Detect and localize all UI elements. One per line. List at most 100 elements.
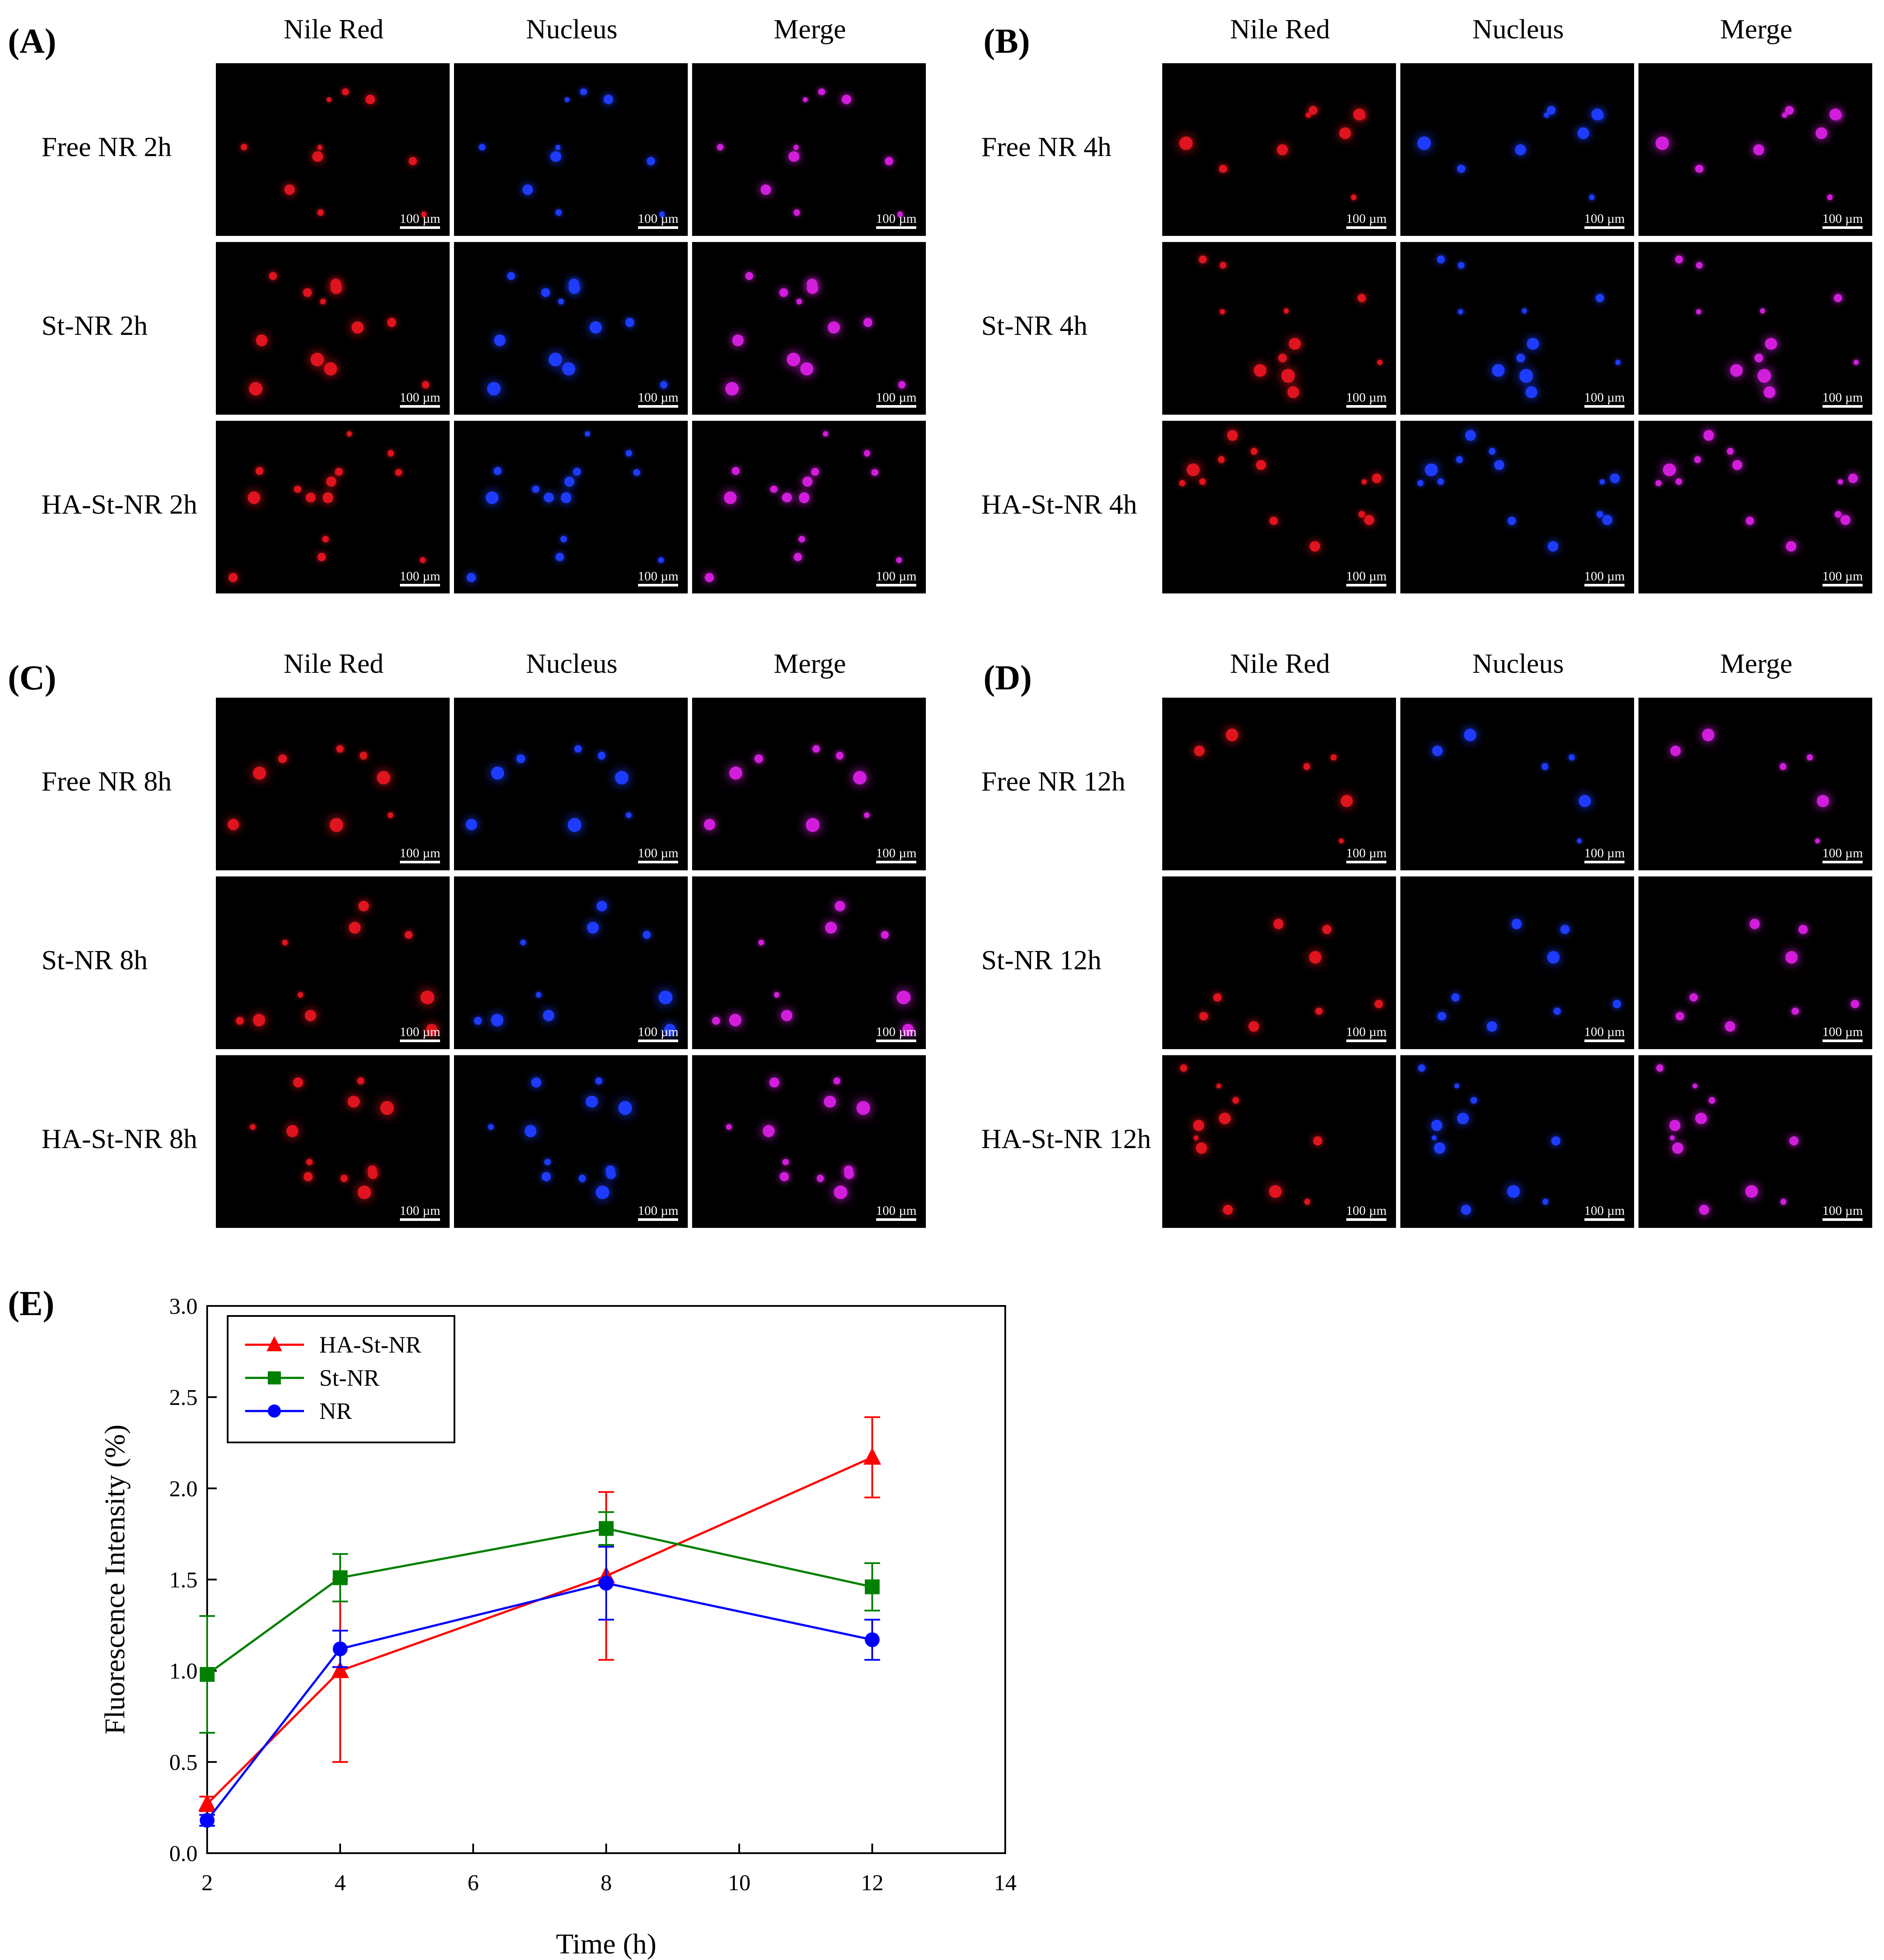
cell-spot <box>1437 1012 1446 1021</box>
scale-bar: 100 µm <box>874 391 919 410</box>
cell-spot <box>422 381 430 389</box>
micrograph-image: 100 µm <box>1162 421 1396 593</box>
triangle-marker <box>198 1794 216 1811</box>
circle-marker <box>200 1813 215 1828</box>
scale-bar-line <box>400 584 440 586</box>
micrograph-image: 100 µm <box>1638 63 1872 236</box>
cell-spot <box>256 467 263 475</box>
cell-spot <box>494 467 502 475</box>
series-line <box>206 1582 873 1821</box>
cell-spot <box>793 553 802 562</box>
column-heading: Nucleus <box>526 648 618 679</box>
cell-spot <box>306 1159 313 1166</box>
cell-spot <box>1273 919 1284 929</box>
scale-bar-line <box>1823 584 1863 586</box>
scale-bar-label: 100 µm <box>1584 1203 1625 1218</box>
cell-spot <box>286 1125 299 1137</box>
micrograph-image: 100 µm <box>454 698 688 870</box>
y-tick-label: 2.0 <box>169 1476 198 1501</box>
micrograph-image: 100 µm <box>692 63 926 236</box>
cell-spot <box>326 97 331 102</box>
cell-spot <box>796 299 802 304</box>
cell-spot <box>732 467 740 475</box>
row-label: Free NR 8h <box>41 766 172 797</box>
cell-spot <box>567 818 582 832</box>
cell-spot <box>782 1159 789 1166</box>
cell-spot <box>1269 1185 1282 1198</box>
cell-spot <box>833 1077 841 1085</box>
column-heading: Nile Red <box>283 648 384 679</box>
cell-spot <box>1287 386 1300 399</box>
micrograph-image: 100 µm <box>216 876 450 1049</box>
cell-spot <box>1283 308 1289 314</box>
x-tick-label: 10 <box>728 1871 751 1895</box>
cell-spot <box>1187 463 1200 477</box>
cell-spot <box>844 1169 854 1179</box>
cell-spot <box>491 1014 504 1026</box>
series-line <box>206 1527 873 1676</box>
cell-spot <box>1219 309 1225 314</box>
row-label: Free NR 4h <box>981 131 1112 162</box>
cell-spot <box>1602 515 1612 525</box>
micrograph-image: 100 µm <box>692 242 926 415</box>
cell-spot <box>664 1024 676 1036</box>
cell-spot <box>626 812 632 818</box>
cell-spot <box>1542 1199 1548 1205</box>
cell-spot <box>1437 478 1444 485</box>
cell-spot <box>1589 194 1595 201</box>
cell-spot <box>507 272 515 280</box>
cell-spot <box>1451 993 1460 1002</box>
square-marker <box>333 1570 348 1585</box>
cell-spot <box>1309 541 1321 552</box>
cell-spot <box>387 318 396 327</box>
cell-spot <box>1461 1204 1471 1215</box>
cell-spot <box>745 272 753 280</box>
scale-bar: 100 µm <box>635 391 681 410</box>
cell-spot <box>1663 463 1676 477</box>
cell-spot <box>805 818 820 832</box>
scale-bar-line <box>638 226 678 229</box>
cell-spot <box>1433 1142 1446 1154</box>
cell-spot <box>788 151 799 162</box>
cell-spot <box>1341 794 1353 807</box>
cell-spot <box>543 492 554 503</box>
cell-spot <box>1218 456 1225 463</box>
scale-bar-label: 100 µm <box>399 846 440 860</box>
scale-bar: 100 µm <box>635 570 681 589</box>
cell-spot <box>1507 1185 1520 1198</box>
cell-spot <box>1782 112 1788 118</box>
cell-spot <box>1656 1064 1664 1072</box>
scale-bar-label: 100 µm <box>1346 1025 1387 1039</box>
cell-spot <box>531 1077 542 1088</box>
cell-spot <box>1785 106 1794 115</box>
cell-spot <box>248 491 261 504</box>
cell-spot <box>1670 1135 1675 1140</box>
column-heading: Merge <box>774 14 846 44</box>
scale-bar-line <box>400 1040 440 1042</box>
cell-spot <box>1309 951 1322 964</box>
cell-spot <box>1789 1136 1799 1146</box>
micrograph-image: 100 µm <box>1162 876 1396 1049</box>
scale-bar: 100 µm <box>874 1204 919 1224</box>
scale-bar-label: 100 µm <box>1584 211 1625 226</box>
scale-bar: 100 µm <box>397 847 443 866</box>
micrograph-image: 100 µm <box>216 698 450 870</box>
scale-bar-label: 100 µm <box>1346 211 1387 226</box>
cell-spot <box>1745 516 1754 525</box>
cell-spot <box>405 931 413 939</box>
scale-bar: 100 µm <box>1582 1026 1627 1045</box>
cell-spot <box>253 1014 266 1026</box>
cell-spot <box>293 1077 304 1088</box>
micrograph-image: 100 µm <box>1400 63 1634 236</box>
cell-spot <box>1198 255 1207 263</box>
cell-spot <box>782 492 792 503</box>
micrograph-image: 100 µm <box>1638 698 1872 870</box>
cell-spot <box>269 272 277 280</box>
scale-bar-line <box>1584 405 1625 408</box>
cell-spot <box>1579 794 1591 807</box>
x-tick-label: 12 <box>861 1871 884 1895</box>
cell-spot <box>1269 516 1278 525</box>
cell-spot <box>1547 951 1560 964</box>
scale-bar: 100 µm <box>635 1026 681 1045</box>
scale-bar-label: 100 µm <box>1822 390 1863 405</box>
